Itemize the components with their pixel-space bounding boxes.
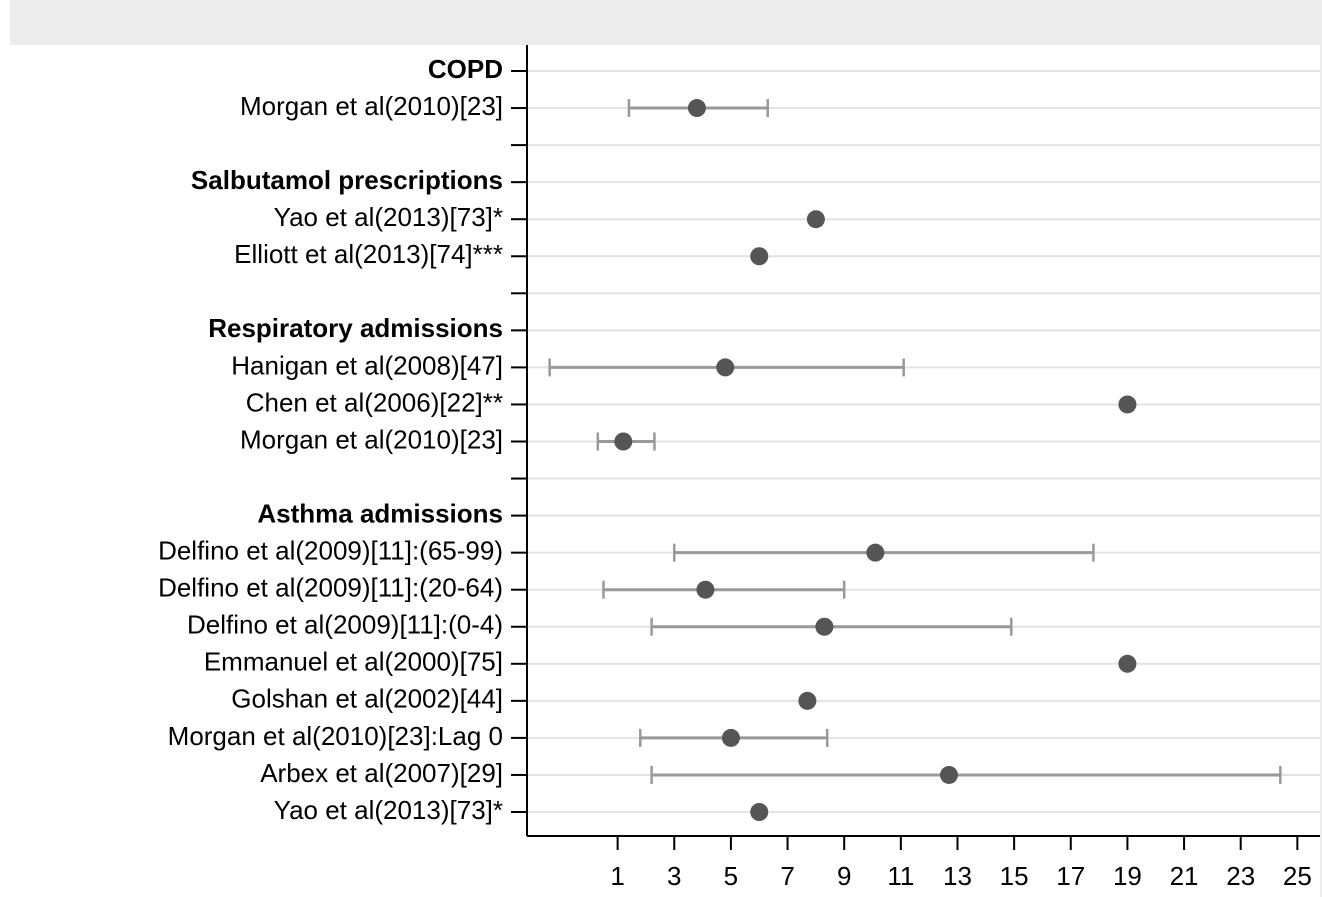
x-tick-label: 15: [1000, 861, 1029, 891]
point-estimate: [716, 358, 735, 377]
study-label: Yao et al(2013)[73]*: [274, 202, 503, 232]
point-estimate: [815, 617, 834, 636]
point-estimate: [806, 210, 825, 229]
study-label: Chen et al(2006)[22]**: [246, 387, 503, 417]
x-tick-label: 5: [724, 861, 738, 891]
study-label: Delfino et al(2009)[11]:(0-4): [187, 610, 503, 640]
x-tick-label: 3: [667, 861, 681, 891]
x-tick-label: 19: [1113, 861, 1142, 891]
point-estimate: [1118, 654, 1137, 673]
study-label: Delfino et al(2009)[11]:(20-64): [158, 573, 503, 603]
x-tick-label: 7: [780, 861, 794, 891]
point-estimate: [614, 432, 633, 451]
study-label: Morgan et al(2010)[23]: [240, 424, 503, 454]
x-tick-label: 21: [1170, 861, 1199, 891]
study-label: Golshan et al(2002)[44]: [231, 684, 503, 714]
study-label: Emmanuel et al(2000)[75]: [204, 647, 503, 677]
study-label: Hanigan et al(2008)[47]: [231, 350, 503, 380]
study-label: Delfino et al(2009)[11]:(65-99): [158, 536, 503, 566]
x-tick-label: 1: [610, 861, 624, 891]
background-band: [1320, 0, 1322, 897]
study-label: Morgan et al(2010)[23]: [240, 91, 503, 121]
point-estimate: [866, 543, 885, 562]
study-label: Arbex et al(2007)[29]: [260, 758, 503, 788]
x-tick-label: 17: [1056, 861, 1085, 891]
point-estimate: [798, 691, 817, 710]
group-header: COPD: [428, 54, 503, 84]
study-label: Elliott et al(2013)[74]***: [234, 239, 503, 269]
x-tick-label: 9: [837, 861, 851, 891]
x-tick-label: 25: [1283, 861, 1312, 891]
point-estimate: [1118, 395, 1137, 414]
point-estimate: [939, 765, 958, 784]
study-label: Morgan et al(2010)[23]:Lag 0: [168, 721, 503, 751]
point-estimate: [750, 247, 769, 266]
point-estimate: [750, 803, 769, 821]
group-header: Asthma admissions: [257, 498, 503, 528]
group-header: Salbutamol prescriptions: [191, 165, 503, 195]
group-header: Respiratory admissions: [208, 313, 503, 343]
point-estimate: [696, 580, 715, 599]
study-label: Yao et al(2013)[73]*: [274, 795, 503, 825]
x-tick-label: 23: [1226, 861, 1255, 891]
point-estimate: [687, 99, 706, 118]
point-estimate: [721, 728, 740, 747]
background-band: [10, 0, 1322, 45]
x-tick-label: 11: [887, 861, 914, 891]
x-tick-label: 13: [943, 861, 972, 891]
